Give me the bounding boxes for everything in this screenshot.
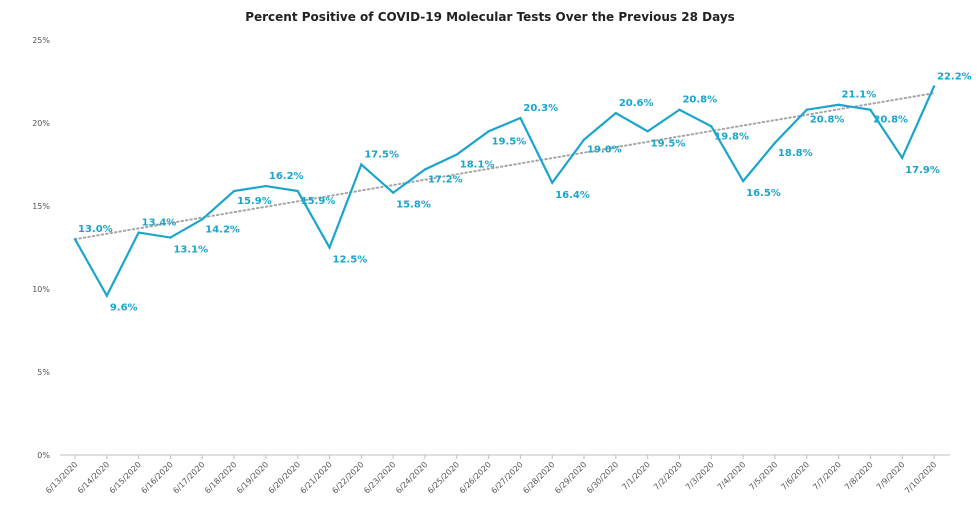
data-point xyxy=(773,141,777,145)
x-tick-label: 6/22/2020 xyxy=(330,460,365,495)
data-point xyxy=(900,156,904,160)
series-line xyxy=(74,86,936,298)
data-label: 12.5% xyxy=(333,255,368,266)
data-point xyxy=(455,153,458,156)
data-point xyxy=(423,168,427,171)
data-label: 19.5% xyxy=(492,136,527,147)
data-label: 15.9% xyxy=(301,196,336,207)
x-tick-label: 6/28/2020 xyxy=(521,460,556,495)
x-tick-label: 6/19/2020 xyxy=(235,460,270,495)
data-label: 17.5% xyxy=(364,150,399,161)
data-point xyxy=(360,163,363,166)
y-tick-label: 15% xyxy=(32,202,50,211)
data-point xyxy=(646,130,649,133)
data-point xyxy=(73,238,77,241)
data-label: 9.6% xyxy=(110,303,138,314)
data-point xyxy=(105,294,109,297)
data-label: 13.4% xyxy=(142,218,177,229)
y-tick-label: 10% xyxy=(32,285,50,294)
data-label: 19.0% xyxy=(587,145,622,156)
x-tick-label: 7/9/2020 xyxy=(875,460,907,492)
x-tick-label: 7/2/2020 xyxy=(652,460,684,492)
data-label: 22.2% xyxy=(937,71,972,82)
data-point xyxy=(932,85,936,88)
data-label: 19.8% xyxy=(714,131,749,142)
data-label: 20.6% xyxy=(619,98,654,109)
data-point xyxy=(519,116,522,120)
x-tick-label: 6/25/2020 xyxy=(426,460,461,495)
x-tick-label: 6/29/2020 xyxy=(553,460,588,495)
x-tick-label: 7/10/2020 xyxy=(903,460,938,495)
data-label: 20.8% xyxy=(810,115,845,126)
data-label: 13.1% xyxy=(173,245,208,256)
data-point xyxy=(296,189,299,193)
data-label: 20.3% xyxy=(523,103,558,114)
x-tick-label: 6/20/2020 xyxy=(267,460,302,495)
data-label: 14.2% xyxy=(205,224,240,235)
x-tick-label: 7/3/2020 xyxy=(684,460,716,492)
trendline xyxy=(74,92,935,241)
x-tick-label: 6/21/2020 xyxy=(299,460,334,495)
data-label: 15.8% xyxy=(396,200,431,211)
x-tick-label: 6/18/2020 xyxy=(203,460,238,495)
data-label: 18.8% xyxy=(778,148,813,159)
x-tick-label: 6/30/2020 xyxy=(585,460,620,495)
data-label: 15.9% xyxy=(237,196,272,207)
data-label: 21.1% xyxy=(842,90,877,101)
data-label: 16.2% xyxy=(269,171,304,182)
x-tick-label: 6/14/2020 xyxy=(76,460,111,495)
x-tick-label: 7/8/2020 xyxy=(843,460,875,492)
chart-title: Percent Positive of COVID-19 Molecular T… xyxy=(245,10,735,24)
data-point xyxy=(391,191,395,194)
data-point xyxy=(614,111,618,115)
x-tick-label: 6/23/2020 xyxy=(362,460,397,495)
x-tick-label: 6/17/2020 xyxy=(171,460,206,495)
x-tick-label: 7/7/2020 xyxy=(811,460,843,492)
x-tick-label: 7/1/2020 xyxy=(620,460,652,492)
data-point xyxy=(805,108,808,111)
data-label: 16.5% xyxy=(746,188,781,199)
data-point xyxy=(169,236,172,239)
data-point xyxy=(264,184,268,188)
y-tick-label: 25% xyxy=(32,36,50,45)
data-label: 17.9% xyxy=(905,165,940,176)
x-tick-label: 6/13/2020 xyxy=(44,460,79,495)
x-tick-label: 7/6/2020 xyxy=(779,460,811,492)
x-tick-label: 7/5/2020 xyxy=(748,460,780,492)
y-tick-label: 20% xyxy=(32,119,50,128)
data-point xyxy=(232,189,236,193)
data-label: 20.8% xyxy=(682,95,717,106)
data-label: 17.2% xyxy=(428,174,463,185)
data-point xyxy=(201,218,204,221)
y-tick-label: 5% xyxy=(37,368,50,377)
x-tick-label: 6/27/2020 xyxy=(489,460,524,495)
data-label: 18.1% xyxy=(460,160,495,171)
data-label: 13.0% xyxy=(78,224,113,235)
data-point xyxy=(678,108,681,111)
data-point xyxy=(837,103,840,106)
x-tick-label: 6/16/2020 xyxy=(139,460,174,495)
y-tick-label: 0% xyxy=(37,451,50,460)
data-label: 20.8% xyxy=(873,115,908,126)
x-tick-label: 6/24/2020 xyxy=(394,460,429,495)
data-label: 19.5% xyxy=(651,138,686,149)
data-point xyxy=(582,138,586,141)
data-point xyxy=(551,181,554,184)
data-point xyxy=(741,179,745,183)
data-point xyxy=(487,130,490,133)
data-point xyxy=(328,246,331,249)
data-label: 16.4% xyxy=(555,190,590,201)
data-point xyxy=(137,231,140,234)
x-tick-label: 7/4/2020 xyxy=(716,460,748,492)
x-tick-label: 6/26/2020 xyxy=(458,460,493,495)
data-point xyxy=(710,125,713,128)
x-tick-label: 6/15/2020 xyxy=(108,460,143,495)
data-point xyxy=(869,108,872,111)
